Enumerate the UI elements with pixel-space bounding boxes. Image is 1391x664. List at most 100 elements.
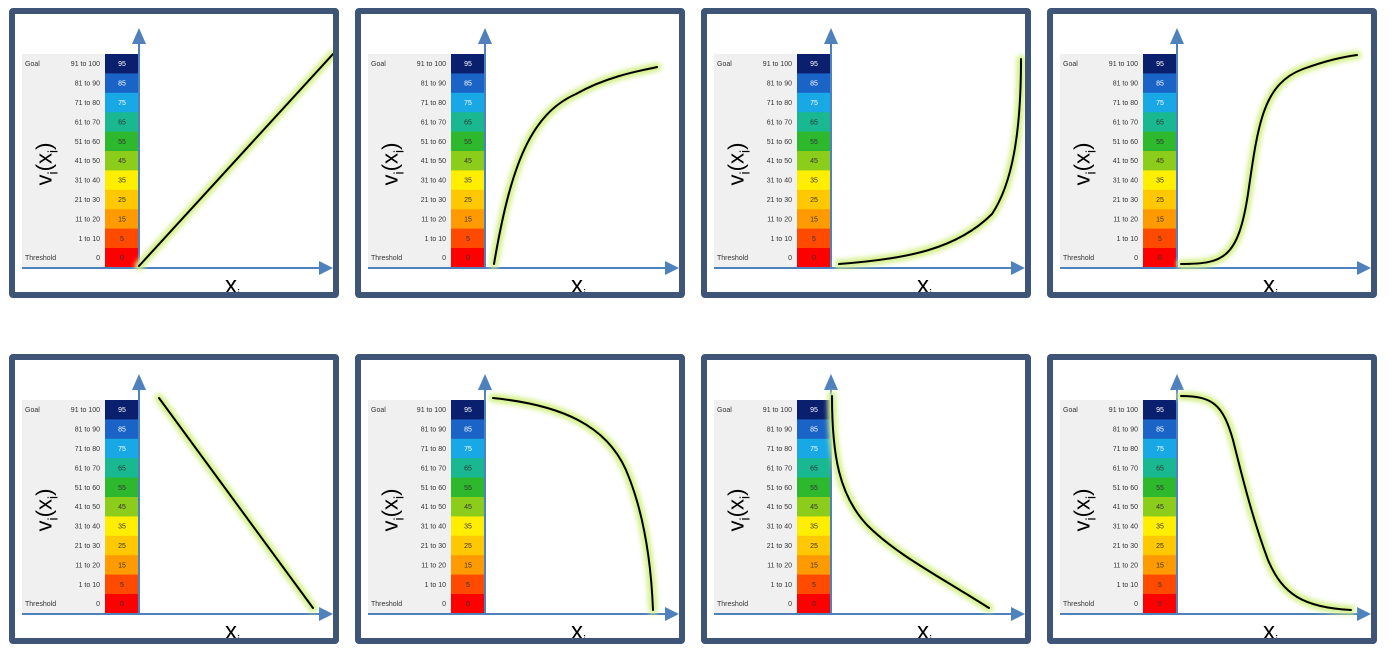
scale-row-range: 91 to 100 (1109, 61, 1138, 68)
scale-row-range: 31 to 40 (767, 178, 792, 185)
chart-svg: Goal 91 to 100 95 81 to 90 85 71 to 80 75 61 to… (368, 28, 679, 275)
scale-color-cell (105, 189, 139, 210)
scale-color-cell (105, 477, 139, 498)
scale-row-value: 95 (464, 407, 472, 414)
scale-row-value: 75 (464, 100, 472, 107)
scale-row-value: 25 (464, 543, 472, 550)
scale-row-range: 11 to 20 (767, 562, 792, 569)
scale-color-cell (1143, 170, 1177, 191)
scale-row-value: 35 (118, 524, 126, 531)
scale-row-range: 11 to 20 (421, 216, 446, 223)
scale-row-value: 15 (1156, 216, 1164, 223)
scale-color-cell (797, 228, 831, 249)
scale-row-range: 11 to 20 (767, 216, 792, 223)
scale-row-value: 75 (810, 446, 818, 453)
scale-row-value: 45 (1156, 158, 1164, 165)
y-axis-label: vi(xi) (377, 488, 407, 532)
scale-label-background (1060, 54, 1150, 268)
scale-row-range: 31 to 40 (421, 178, 446, 185)
scale-row-range: 81 to 90 (421, 81, 446, 88)
scale-row-label: Threshold (717, 255, 748, 262)
scale-row-range: 91 to 100 (763, 407, 792, 414)
scale-row-range: 51 to 60 (767, 485, 792, 492)
scale-row-value: 25 (1156, 197, 1164, 204)
scale-color-cell (451, 438, 485, 459)
y-axis-arrow (824, 374, 838, 390)
scale-color-cell (1143, 92, 1177, 113)
y-axis-arrow (1170, 28, 1184, 44)
scale-color-cell (105, 151, 139, 171)
scale-row-range: 51 to 60 (75, 139, 100, 146)
scale-row-value: 15 (1156, 562, 1164, 569)
scale-row-value: 5 (812, 582, 816, 589)
scale-row-range: 0 (788, 601, 792, 608)
scale-row-label: Threshold (1063, 601, 1094, 608)
scale-row-range: 51 to 60 (421, 139, 446, 146)
scale-label-background (368, 400, 458, 614)
scale-row-label: Goal (25, 407, 40, 414)
scale-row-range: 81 to 90 (75, 427, 100, 434)
scale-row-range: 81 to 90 (75, 81, 100, 88)
scale-row-range: 11 to 20 (1113, 216, 1138, 223)
scale-row-value: 45 (464, 504, 472, 511)
value-function-panel-convex-decreasing: Goal 91 to 100 95 81 to 90 85 71 to 80 75 61 to… (701, 354, 1031, 644)
scale-row-range: 31 to 40 (75, 524, 100, 531)
scale-row-range: 21 to 30 (75, 197, 100, 204)
scale-row-value: 95 (1156, 61, 1164, 68)
scale-color-cell (105, 112, 139, 133)
x-axis-arrow (1357, 261, 1371, 275)
scale-color-cell (797, 170, 831, 191)
scale-color-cell (1143, 151, 1177, 171)
scale-row-range: 1 to 10 (1117, 236, 1139, 243)
x-axis-arrow (665, 261, 679, 275)
scale-row-range: 21 to 30 (1113, 197, 1138, 204)
scale-row-value: 35 (1156, 178, 1164, 185)
scale-color-cell (797, 535, 831, 556)
scale-row-value: 95 (464, 61, 472, 68)
scale-color-cell (451, 516, 485, 537)
scale-color-cell (1143, 555, 1177, 576)
scale-row-value: 5 (466, 582, 470, 589)
scale-label-background (1060, 400, 1150, 614)
scale-color-cell (797, 73, 831, 94)
scale-row-range: 21 to 30 (767, 197, 792, 204)
scale-row-label: Goal (717, 61, 732, 68)
scale-row-range: 71 to 80 (1113, 446, 1138, 453)
scale-color-cell (451, 112, 485, 133)
scale-row-value: 85 (118, 427, 126, 434)
scale-color-cell (105, 419, 139, 440)
scale-row-range: 81 to 90 (421, 427, 446, 434)
scale-row-value: 55 (810, 139, 818, 146)
scale-color-cell (105, 54, 139, 74)
scale-row-value: 75 (118, 446, 126, 453)
scale-color-cell (451, 594, 485, 614)
x-axis-arrow (1357, 607, 1371, 621)
scale-row-value: 95 (1156, 407, 1164, 414)
scale-color-cell (797, 419, 831, 440)
scale-color-cell (105, 516, 139, 537)
scale-row-range: 61 to 70 (421, 119, 446, 126)
scale-row-range: 11 to 20 (421, 562, 446, 569)
scale-row-range: 41 to 50 (75, 158, 100, 165)
scale-row-value: 65 (464, 465, 472, 472)
scale-color-cell (1143, 112, 1177, 133)
scale-row-range: 51 to 60 (1113, 485, 1138, 492)
scale-row-value: 0 (466, 601, 470, 608)
scale-row-value: 25 (118, 543, 126, 550)
scale-color-cell (451, 477, 485, 498)
value-curve (138, 53, 333, 267)
scale-row-range: 71 to 80 (1113, 100, 1138, 107)
scale-row-value: 5 (1158, 236, 1162, 243)
scale-row-range: 21 to 30 (1113, 543, 1138, 550)
chart-svg: Goal 91 to 100 95 81 to 90 85 71 to 80 75 61 to… (22, 28, 333, 275)
scale-color-cell (1143, 477, 1177, 498)
x-axis-label: xi (917, 272, 933, 298)
scale-label-background (368, 54, 458, 268)
x-axis-label: xi (1263, 618, 1279, 644)
value-curve (1180, 54, 1358, 265)
scale-color-cell (451, 54, 485, 74)
scale-row-value: 45 (810, 158, 818, 165)
scale-row-value: 15 (118, 216, 126, 223)
scale-row-range: 0 (96, 255, 100, 262)
scale-color-cell (105, 228, 139, 249)
